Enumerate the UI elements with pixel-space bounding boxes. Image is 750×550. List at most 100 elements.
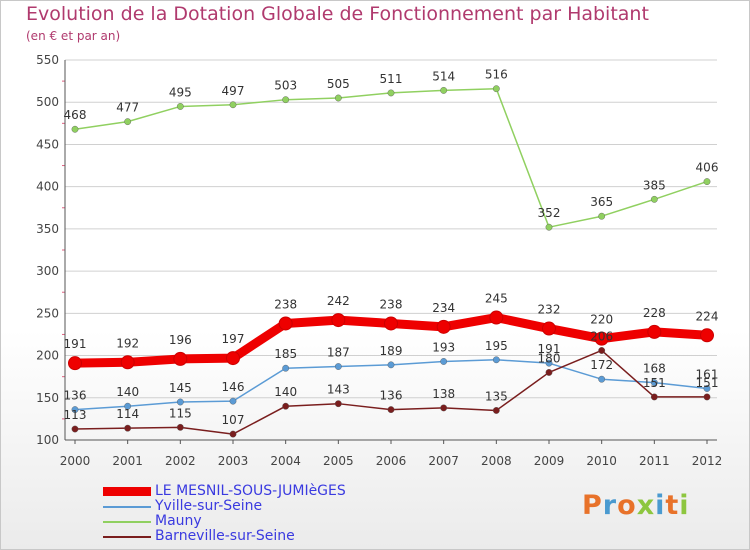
data-point [71, 406, 79, 413]
data-label: 107 [222, 413, 245, 427]
data-point [650, 195, 658, 203]
data-label: 495 [169, 85, 192, 99]
data-label: 228 [643, 306, 666, 320]
data-point [334, 94, 342, 102]
legend-label: Yville-sur-Seine [155, 498, 263, 514]
x-tick-label: 2004 [270, 454, 301, 468]
data-label: 151 [696, 376, 719, 390]
data-point [176, 398, 184, 406]
data-label: 406 [696, 161, 719, 175]
y-tick-label: 350 [36, 222, 59, 236]
data-label: 503 [274, 79, 297, 93]
data-label: 143 [327, 383, 350, 397]
data-label: 189 [380, 344, 403, 358]
data-point [492, 85, 500, 93]
data-point [229, 430, 237, 438]
data-point [545, 223, 553, 231]
data-label: 113 [64, 408, 87, 422]
y-tick-label: 400 [36, 180, 59, 194]
data-label: 172 [590, 358, 613, 372]
data-label: 365 [590, 195, 613, 209]
data-label: 151 [643, 376, 666, 390]
data-label: 138 [432, 387, 455, 401]
logo-letter: t [665, 490, 680, 521]
data-label: 191 [64, 337, 87, 351]
data-point [387, 406, 395, 413]
data-point [282, 402, 290, 410]
data-label: 385 [643, 178, 666, 192]
data-label: 145 [169, 381, 192, 395]
data-label: 245 [485, 292, 508, 306]
y-tick-label: 550 [36, 53, 59, 67]
data-point [176, 423, 184, 431]
logo-letter: x [636, 490, 656, 521]
x-tick-label: 2005 [323, 454, 354, 468]
data-point [124, 402, 132, 410]
data-label: 161 [696, 367, 719, 381]
data-label: 180 [538, 351, 561, 365]
data-point [598, 212, 606, 220]
x-tick-label: 2002 [165, 454, 196, 468]
data-label: 193 [432, 340, 455, 354]
data-point [650, 393, 658, 401]
data-label: 242 [327, 294, 350, 308]
data-point [703, 178, 711, 186]
legend-swatch [103, 521, 151, 523]
data-label: 206 [590, 329, 613, 343]
data-label: 136 [64, 389, 87, 403]
legend-swatch [103, 536, 151, 538]
y-tick-label: 500 [36, 95, 59, 109]
data-label: 187 [327, 346, 350, 360]
data-point [68, 356, 82, 371]
y-tick-label: 450 [36, 137, 59, 151]
data-label: 352 [538, 206, 561, 220]
data-label: 497 [222, 84, 245, 98]
data-label: 146 [222, 380, 245, 394]
data-point [334, 400, 342, 408]
data-point [71, 125, 79, 133]
y-tick-label: 150 [36, 391, 59, 405]
data-label: 140 [274, 385, 297, 399]
data-point [124, 118, 132, 126]
data-label: 238 [380, 297, 403, 311]
data-point [440, 358, 448, 365]
data-point [124, 424, 132, 432]
data-label: 468 [64, 108, 87, 122]
x-tick-label: 2012 [692, 454, 723, 468]
data-label: 140 [116, 385, 139, 399]
data-label: 232 [538, 303, 561, 317]
data-label: 196 [169, 333, 192, 347]
data-point [278, 316, 293, 331]
data-label: 185 [274, 347, 297, 361]
data-label: 505 [327, 77, 350, 91]
data-label: 168 [643, 362, 666, 376]
data-label: 234 [432, 301, 455, 315]
x-tick-label: 2008 [481, 454, 512, 468]
data-point [436, 319, 451, 334]
data-point [282, 364, 290, 372]
data-point [282, 96, 290, 104]
data-point [647, 324, 662, 339]
data-label: 516 [485, 68, 508, 82]
data-point [703, 393, 711, 401]
x-tick-label: 2006 [376, 454, 407, 468]
proxiti-logo: Proxiti [582, 490, 690, 521]
data-point [387, 89, 395, 97]
data-point [700, 328, 714, 343]
chart-title: Evolution de la Dotation Globale de Fonc… [26, 3, 649, 25]
data-point [120, 355, 135, 370]
data-point [229, 101, 237, 109]
data-point [545, 359, 553, 367]
y-tick-label: 200 [36, 349, 59, 363]
data-label: 191 [538, 342, 561, 356]
data-point [650, 379, 658, 386]
data-point [703, 385, 711, 392]
logo-letter: o [617, 490, 637, 521]
data-label: 514 [432, 69, 455, 83]
data-point [173, 351, 188, 366]
data-label: 136 [380, 389, 403, 403]
data-point [492, 356, 500, 364]
x-tick-label: 2001 [112, 454, 143, 468]
data-point [542, 321, 556, 336]
logo-letter: i [679, 490, 690, 521]
